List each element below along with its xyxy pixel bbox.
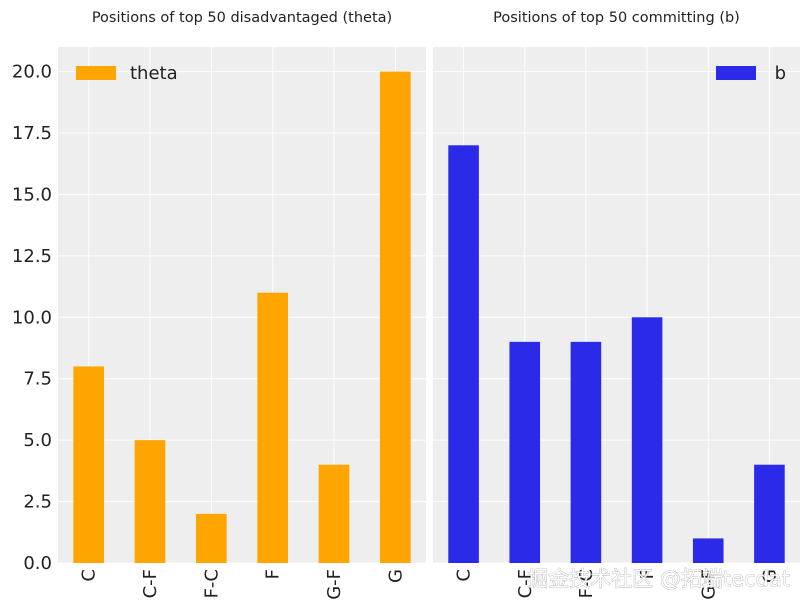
x-tick-label: C xyxy=(79,569,100,582)
chart-title: Positions of top 50 committing (b) xyxy=(493,10,740,26)
bar xyxy=(257,292,288,563)
bar xyxy=(134,440,166,563)
x-tick-label: G-F xyxy=(324,569,345,600)
y-tick-label: 5.0 xyxy=(23,430,52,451)
chart-title: Positions of top 50 disadvantaged (theta… xyxy=(92,10,392,26)
left-panel: Positions of top 50 disadvantaged (theta… xyxy=(12,10,426,600)
x-tick-label: C-F xyxy=(140,569,161,598)
legend-swatch xyxy=(76,66,116,80)
bar xyxy=(570,341,602,563)
watermark-text: 掘金技术社区 @拓端tecdat xyxy=(527,567,790,591)
legend-swatch xyxy=(716,66,756,80)
legend-label: b xyxy=(775,63,786,84)
bar xyxy=(692,538,724,563)
bar xyxy=(318,464,350,563)
bar xyxy=(73,366,104,563)
legend-label: theta xyxy=(130,63,178,84)
y-tick-label: 20.0 xyxy=(12,62,52,83)
bar xyxy=(196,513,227,563)
plot-area xyxy=(433,47,800,563)
bar xyxy=(754,464,785,563)
right-panel: Positions of top 50 committing (b) C C-F F-… xyxy=(433,10,800,600)
x-tick-label: C-F xyxy=(515,569,536,598)
y-tick-label: 0.0 xyxy=(23,553,52,574)
x-tick-label: C xyxy=(454,569,475,582)
plot-area xyxy=(58,47,426,563)
bar xyxy=(380,71,411,564)
y-tick-label: 12.5 xyxy=(12,246,52,267)
y-tick-label: 15.0 xyxy=(12,184,52,205)
x-tick-label: G xyxy=(385,569,406,583)
y-tick-label: 2.5 xyxy=(23,492,52,513)
y-tick-label: 7.5 xyxy=(23,369,52,390)
x-tick-label: F xyxy=(263,569,284,579)
x-tick-label: G-F xyxy=(698,569,719,600)
y-tick-label: 17.5 xyxy=(12,123,52,144)
x-tick-label: F xyxy=(637,569,658,579)
bar xyxy=(448,145,479,564)
x-tick-label: F-C xyxy=(201,569,222,598)
bar xyxy=(631,317,663,563)
x-tick-label: F-C xyxy=(576,569,597,598)
bar xyxy=(509,341,541,563)
x-tick-label: G xyxy=(759,569,780,583)
y-tick-label: 10.0 xyxy=(12,307,52,328)
